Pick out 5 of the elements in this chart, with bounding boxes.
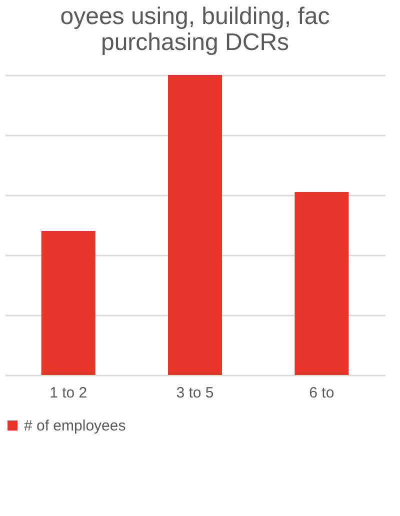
chart-title: oyees using, building, fac purchasing DCRs — [60, 3, 330, 56]
legend-label: # of employees — [24, 418, 126, 434]
x-tick-label: 6 to — [309, 384, 334, 402]
x-tick-label: 1 to 2 — [50, 384, 88, 402]
x-tick-label: 3 to 5 — [176, 384, 214, 402]
